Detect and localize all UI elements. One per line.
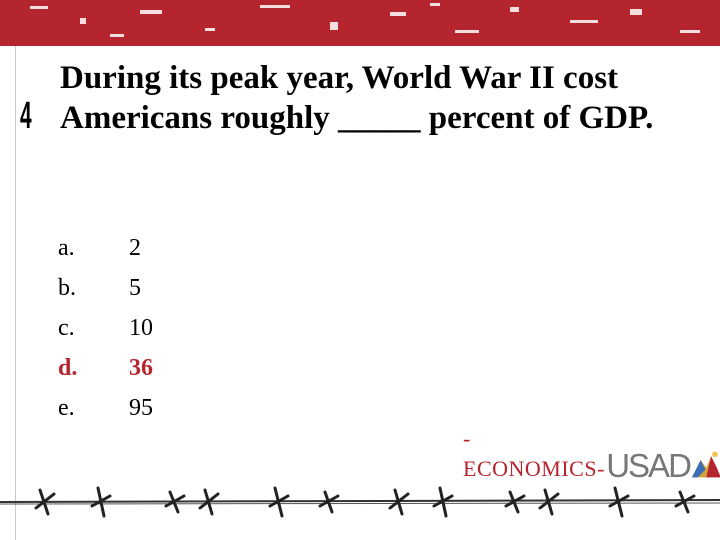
brand-wordmark: USAD: [606, 447, 692, 484]
answer-value: 5: [129, 275, 141, 301]
answer-letter: d.: [58, 355, 78, 381]
answer-letter: b.: [58, 275, 76, 301]
answer-letter: e.: [58, 395, 75, 421]
mountain-logo-icon: [691, 448, 720, 478]
answer-value: 10: [129, 315, 153, 341]
barbed-wire-decoration: [0, 486, 720, 518]
top-banner: [0, 0, 720, 46]
answer-value: 36: [129, 355, 153, 381]
footer-logo: -ECONOMICS- USAD ®: [463, 426, 720, 484]
question-number: 4: [20, 95, 32, 137]
answer-letter: a.: [58, 235, 75, 261]
subject-label: -ECONOMICS-: [463, 426, 605, 481]
answer-letter: c.: [58, 315, 75, 341]
answer-value: 95: [129, 395, 153, 421]
answer-value: 2: [129, 235, 141, 261]
question-text: During its peak year, World War II cost …: [60, 60, 654, 136]
left-divider: [15, 46, 16, 540]
